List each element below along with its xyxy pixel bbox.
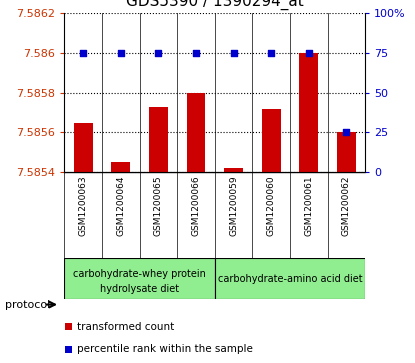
Point	[193, 50, 199, 56]
Text: transformed count: transformed count	[77, 322, 174, 332]
Text: protocol: protocol	[5, 299, 50, 310]
Point	[305, 50, 312, 56]
Bar	[299, 53, 318, 172]
Text: GSM1200064: GSM1200064	[116, 175, 125, 236]
Text: carbohydrate-whey protein: carbohydrate-whey protein	[73, 269, 206, 278]
Text: GSM1200060: GSM1200060	[267, 175, 276, 236]
Bar	[224, 168, 243, 172]
Bar	[65, 346, 72, 352]
Text: carbohydrate-amino acid diet: carbohydrate-amino acid diet	[218, 274, 362, 284]
Text: GSM1200062: GSM1200062	[342, 175, 351, 236]
Point	[343, 130, 350, 135]
Point	[155, 50, 162, 56]
Text: GSM1200065: GSM1200065	[154, 175, 163, 236]
Point	[268, 50, 274, 56]
Bar	[64, 258, 215, 299]
Bar	[262, 109, 281, 172]
Text: percentile rank within the sample: percentile rank within the sample	[77, 344, 253, 354]
Point	[230, 50, 237, 56]
Text: GSM1200066: GSM1200066	[191, 175, 200, 236]
Bar	[74, 123, 93, 172]
Bar	[337, 132, 356, 172]
Point	[117, 50, 124, 56]
Text: GSM1200063: GSM1200063	[78, 175, 88, 236]
Bar	[187, 93, 205, 172]
Bar	[65, 323, 72, 330]
Point	[80, 50, 86, 56]
Bar	[215, 258, 365, 299]
Bar	[149, 107, 168, 172]
Bar	[111, 163, 130, 172]
Title: GDS5390 / 1390294_at: GDS5390 / 1390294_at	[126, 0, 304, 10]
Text: GSM1200059: GSM1200059	[229, 175, 238, 236]
Text: GSM1200061: GSM1200061	[304, 175, 313, 236]
Text: hydrolysate diet: hydrolysate diet	[100, 284, 179, 294]
